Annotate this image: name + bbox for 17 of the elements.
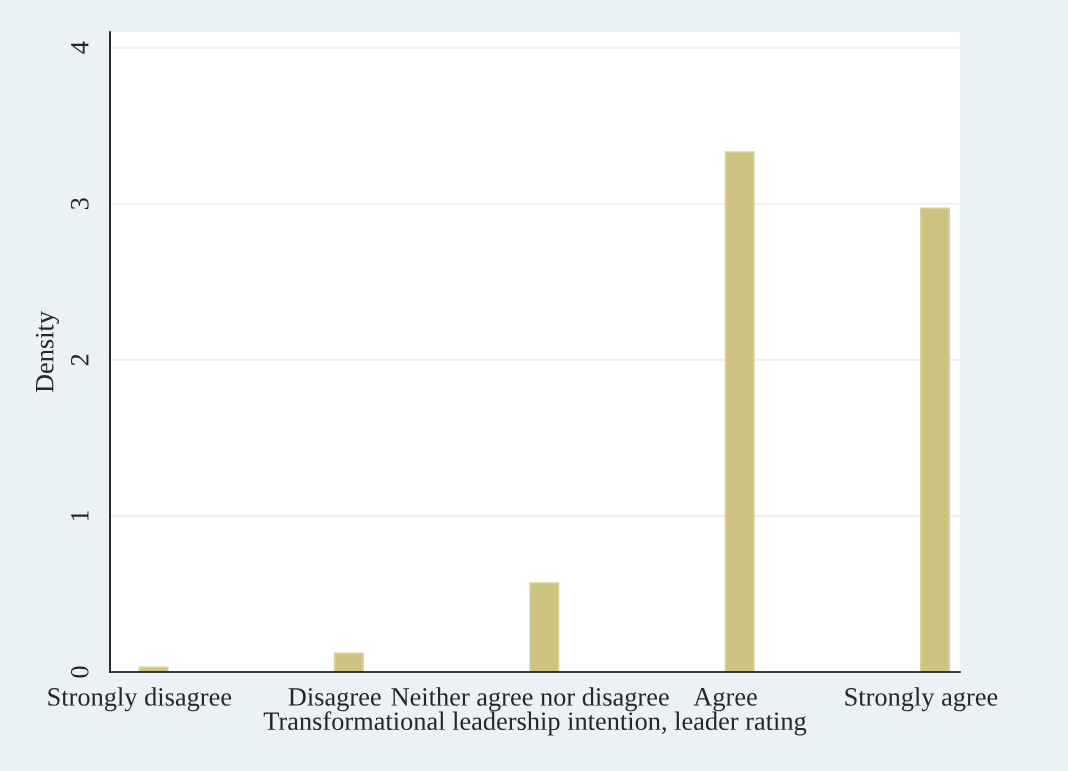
- y-tick-label: 0: [70, 666, 89, 678]
- y-axis-title: Density: [35, 311, 59, 393]
- x-tick-label: Disagree: [288, 688, 381, 712]
- y-tick-label: 4: [71, 41, 89, 54]
- x-tick-label: Agree: [693, 688, 757, 712]
- bar: [138, 666, 169, 672]
- x-tick-label: Neither agree nor disagree: [391, 687, 669, 712]
- x-tick-label: Strongly agree: [845, 687, 998, 712]
- bar: [333, 652, 364, 672]
- bar: [920, 207, 951, 672]
- x-tick-label: Strongly disagree: [48, 687, 232, 712]
- y-tick-label: 3: [70, 198, 89, 210]
- bar: [724, 151, 755, 672]
- bar: [529, 582, 560, 672]
- y-tick-label: 1: [70, 510, 89, 521]
- x-axis-title: Transformational leadership intention, leader rating: [263, 711, 807, 736]
- y-tick-label: 2: [70, 354, 89, 366]
